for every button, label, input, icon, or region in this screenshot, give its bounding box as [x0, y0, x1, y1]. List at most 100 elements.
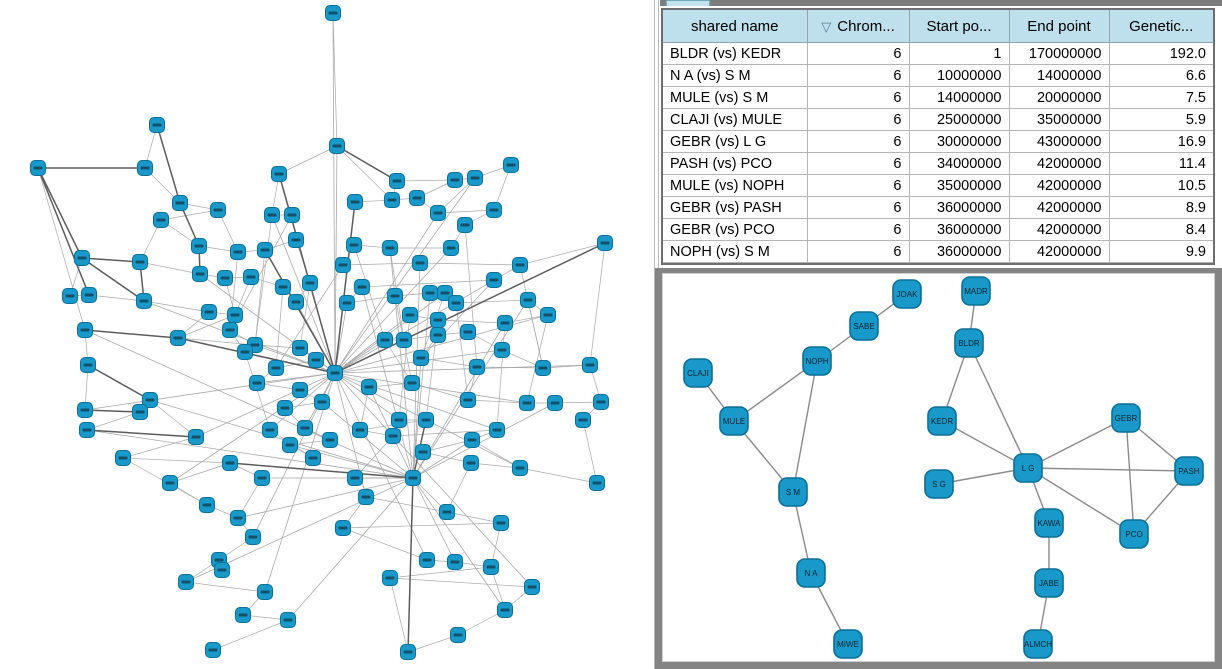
network-node[interactable]	[489, 422, 505, 438]
network-node[interactable]	[201, 304, 217, 320]
network-node[interactable]	[199, 497, 215, 513]
network-node[interactable]	[467, 170, 483, 186]
network-node[interactable]	[486, 202, 502, 218]
network-node[interactable]	[297, 420, 313, 436]
network-node[interactable]: JABE	[1034, 568, 1064, 598]
network-node[interactable]	[512, 460, 528, 476]
table-row[interactable]: GEBR (vs) PASH 6 36000000 42000000 8.9	[663, 196, 1213, 219]
network-node[interactable]	[413, 350, 429, 366]
network-node[interactable]	[447, 554, 463, 570]
overview-network-panel[interactable]	[0, 0, 652, 669]
network-node[interactable]	[460, 392, 476, 408]
table-row[interactable]: PASH (vs) PCO 6 34000000 42000000 11.4	[663, 152, 1213, 175]
network-node[interactable]	[412, 255, 428, 271]
column-header-start-point[interactable]: Start po...	[908, 10, 1010, 43]
network-node[interactable]	[430, 205, 446, 221]
column-header-chromosome[interactable]: ▽ Chrom...	[806, 10, 910, 43]
network-node[interactable]	[275, 279, 291, 295]
network-node[interactable]	[280, 612, 296, 628]
network-node[interactable]	[404, 375, 420, 391]
network-node[interactable]	[497, 315, 513, 331]
network-node[interactable]	[30, 160, 46, 176]
network-node[interactable]	[358, 489, 374, 505]
network-node[interactable]	[346, 237, 362, 253]
network-node[interactable]	[575, 412, 591, 428]
network-node[interactable]	[415, 444, 431, 460]
network-node[interactable]	[457, 217, 473, 233]
network-node[interactable]	[284, 207, 300, 223]
network-node[interactable]	[132, 254, 148, 270]
network-node[interactable]	[214, 562, 230, 578]
network-node[interactable]	[396, 332, 412, 348]
network-node[interactable]	[593, 394, 609, 410]
network-node[interactable]	[210, 202, 226, 218]
table-tab-fragment[interactable]	[666, 0, 710, 6]
network-node[interactable]	[254, 470, 270, 486]
network-node[interactable]	[292, 382, 308, 398]
network-node[interactable]	[77, 322, 93, 338]
network-node[interactable]	[450, 627, 466, 643]
network-node[interactable]: SABE	[849, 311, 879, 341]
network-node[interactable]: BLDR	[954, 328, 984, 358]
network-node[interactable]	[361, 379, 377, 395]
network-node[interactable]	[292, 340, 308, 356]
network-node[interactable]	[237, 344, 253, 360]
network-node[interactable]	[245, 529, 261, 545]
column-header-end-point[interactable]: End point	[1008, 10, 1110, 43]
network-node[interactable]	[136, 293, 152, 309]
network-node[interactable]	[262, 422, 278, 438]
network-node[interactable]: CLAJI	[683, 358, 713, 388]
network-node[interactable]	[81, 287, 97, 303]
network-node[interactable]	[115, 450, 131, 466]
network-node[interactable]	[192, 266, 208, 282]
network-node[interactable]: MADR	[961, 276, 991, 306]
network-node[interactable]	[377, 332, 393, 348]
network-node[interactable]	[79, 422, 95, 438]
network-node[interactable]	[512, 257, 528, 273]
overview-network-canvas[interactable]	[0, 0, 652, 669]
network-node[interactable]: PASH	[1174, 456, 1204, 486]
network-node[interactable]	[217, 270, 233, 286]
network-node[interactable]	[493, 515, 509, 531]
network-node[interactable]: NOPH	[802, 346, 832, 376]
network-node[interactable]	[437, 285, 453, 301]
network-node[interactable]: L G	[1013, 453, 1043, 483]
network-node[interactable]	[391, 412, 407, 428]
network-node[interactable]	[385, 428, 401, 444]
network-node[interactable]	[520, 292, 536, 308]
network-node[interactable]	[264, 207, 280, 223]
table-row[interactable]: GEBR (vs) L G 6 30000000 43000000 16.9	[663, 130, 1213, 153]
network-node[interactable]: S G	[924, 469, 954, 499]
network-node[interactable]	[277, 400, 293, 416]
network-node[interactable]	[464, 432, 480, 448]
network-node[interactable]	[149, 117, 165, 133]
network-node[interactable]: PCO	[1119, 519, 1149, 549]
network-node[interactable]	[335, 520, 351, 536]
network-node[interactable]	[335, 257, 351, 273]
network-node[interactable]	[347, 470, 363, 486]
network-node[interactable]	[469, 359, 485, 375]
network-node[interactable]: S M	[778, 477, 808, 507]
network-node[interactable]	[162, 475, 178, 491]
network-node[interactable]	[582, 357, 598, 373]
network-node[interactable]	[153, 212, 169, 228]
network-node[interactable]	[329, 138, 345, 154]
network-node[interactable]	[384, 192, 400, 208]
filter-icon[interactable]: ▽	[821, 18, 832, 34]
network-node[interactable]	[288, 232, 304, 248]
network-node[interactable]	[463, 455, 479, 471]
network-node[interactable]	[354, 279, 370, 295]
network-node[interactable]	[257, 584, 273, 600]
network-node[interactable]	[387, 288, 403, 304]
network-node[interactable]	[282, 437, 298, 453]
network-node[interactable]	[314, 394, 330, 410]
network-node[interactable]	[222, 322, 238, 338]
network-node[interactable]	[486, 272, 502, 288]
network-node[interactable]: MIWE	[833, 629, 863, 659]
network-node[interactable]	[178, 574, 194, 590]
network-node[interactable]	[339, 295, 355, 311]
network-node[interactable]	[597, 235, 613, 251]
network-node[interactable]	[439, 504, 455, 520]
network-node[interactable]	[249, 375, 265, 391]
column-header-shared-name[interactable]: shared name	[663, 10, 808, 43]
